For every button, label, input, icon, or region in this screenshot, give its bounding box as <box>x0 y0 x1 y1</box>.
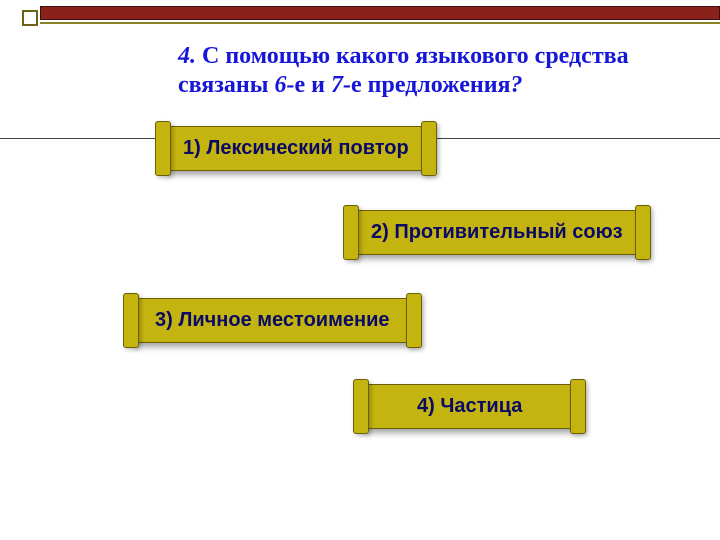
question-text: 4. С помощью какого языкового средства с… <box>178 42 658 100</box>
top-bar <box>40 6 720 32</box>
slide: 4. С помощью какого языкового средства с… <box>0 0 720 540</box>
option-4-label: 4) Частица <box>417 395 522 418</box>
question-part2: е предложения <box>351 72 511 98</box>
question-7: 7- <box>331 72 351 98</box>
question-mark: ? <box>511 72 523 98</box>
option-2[interactable]: 2) Противительный союз <box>350 210 644 255</box>
question-6: 6- <box>275 72 295 98</box>
corner-square-icon <box>22 10 38 26</box>
question-mid: е и <box>295 72 331 98</box>
question-number: 4. <box>178 43 196 69</box>
option-4[interactable]: 4) Частица <box>360 384 579 429</box>
option-3-label: 3) Личное местоимение <box>155 309 390 332</box>
option-1-label: 1) Лексический повтор <box>183 137 409 160</box>
option-3[interactable]: 3) Личное местоимение <box>130 298 415 343</box>
option-1[interactable]: 1) Лексический повтор <box>162 126 430 171</box>
top-bar-accent <box>40 22 720 24</box>
top-bar-main <box>40 6 720 20</box>
option-2-label: 2) Противительный союз <box>371 221 623 244</box>
